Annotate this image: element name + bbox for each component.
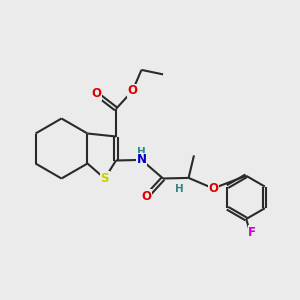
Text: H: H bbox=[175, 184, 183, 194]
Text: O: O bbox=[128, 84, 137, 98]
Text: S: S bbox=[100, 172, 109, 185]
Text: O: O bbox=[208, 182, 218, 195]
Text: O: O bbox=[92, 87, 101, 101]
Text: N: N bbox=[136, 153, 146, 167]
Text: H: H bbox=[136, 146, 145, 157]
Text: O: O bbox=[142, 190, 152, 203]
Text: F: F bbox=[248, 226, 256, 239]
